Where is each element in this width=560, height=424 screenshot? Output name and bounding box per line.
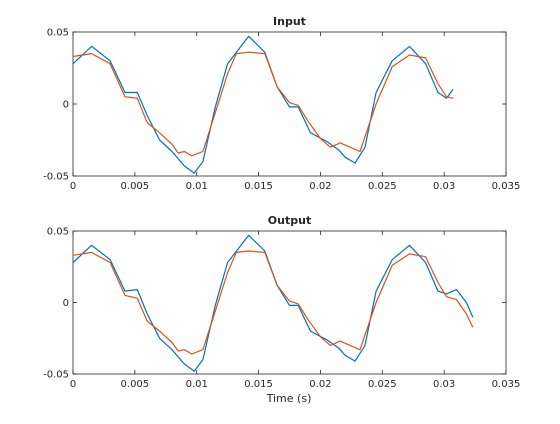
x-axis-label: Time (s) <box>266 392 312 405</box>
input-chart-panel: Input 0 0.005 0.01 0.015 0.02 0.025 0.03 0.035 -0… <box>43 15 520 192</box>
output-x-tick-label: 0.005 <box>121 379 150 390</box>
input-x-tick-label: 0.015 <box>244 181 273 192</box>
output-x-tick-label: 0 <box>70 379 76 390</box>
output-x-tick-label: 0.01 <box>186 379 208 390</box>
input-series-2-line <box>72 51 454 157</box>
input-x-tick-label: 0.02 <box>309 181 331 192</box>
input-y-tick-label: -0.05 <box>43 172 69 183</box>
output-x-tick-label: 0.035 <box>492 379 521 390</box>
input-plot-area <box>72 31 507 177</box>
input-x-tick-label: 0 <box>70 181 76 192</box>
input-x-tick-label: 0.025 <box>368 181 397 192</box>
output-x-tick-label: 0.02 <box>309 379 331 390</box>
output-series-1-line <box>72 234 474 372</box>
output-x-tick-label: 0.03 <box>433 379 455 390</box>
input-x-tick-label: 0.035 <box>492 181 521 192</box>
output-series-2-line <box>72 250 474 355</box>
input-x-tick-label: 0.005 <box>121 181 150 192</box>
output-x-tick-label: 0.015 <box>244 379 273 390</box>
output-plot-area <box>72 230 507 375</box>
input-x-tick-label: 0.03 <box>433 181 455 192</box>
output-x-tick-label: 0.025 <box>368 379 397 390</box>
output-chart-panel: Output 0 0.005 0.01 0.015 0.02 0.025 0.03 0.035 -… <box>43 214 520 390</box>
output-y-tick-label: 0 <box>63 298 69 309</box>
output-y-tick-label: -0.05 <box>43 370 69 381</box>
input-x-tick-label: 0.01 <box>186 181 208 192</box>
input-y-tick-label: 0 <box>63 100 69 111</box>
output-chart-title: Output <box>268 214 311 227</box>
output-y-tick-label: 0.05 <box>47 227 69 238</box>
input-y-tick-label: 0.05 <box>47 28 69 39</box>
input-chart-title: Input <box>273 15 306 28</box>
